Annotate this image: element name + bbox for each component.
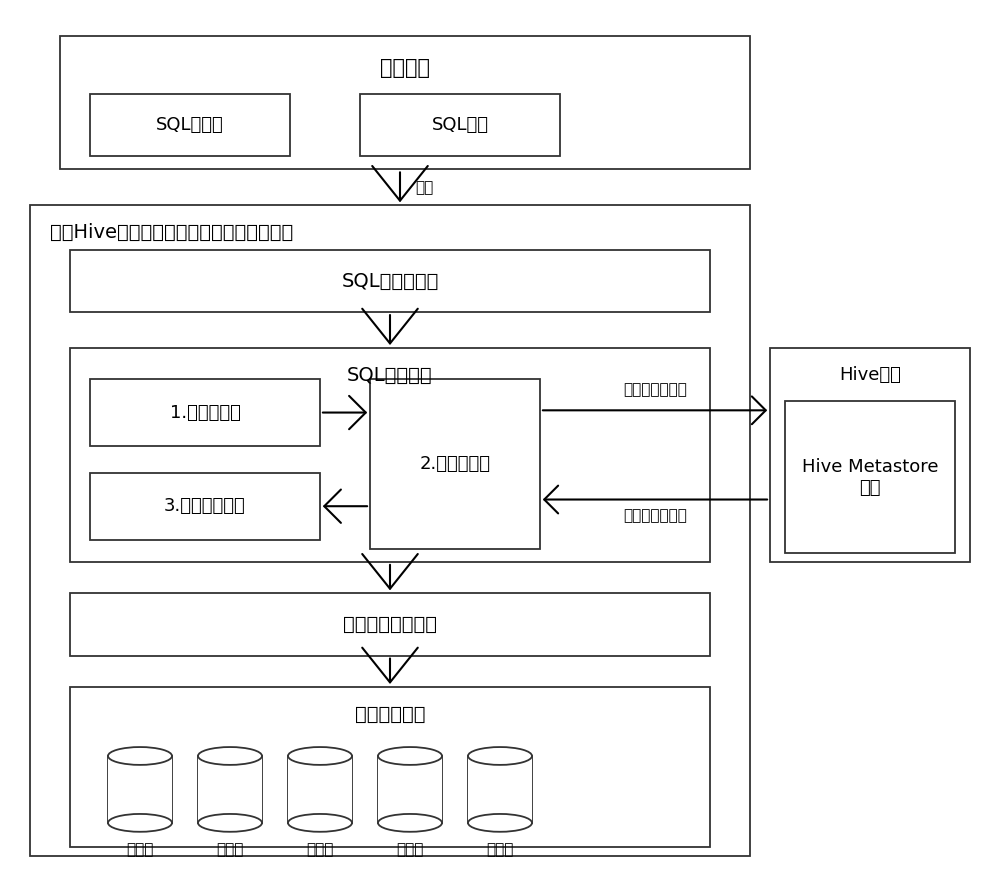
Text: SQL字符串: SQL字符串	[156, 116, 224, 134]
Ellipse shape	[288, 814, 352, 831]
Bar	[70, 250, 710, 312]
Ellipse shape	[198, 814, 262, 831]
Bar	[198, 756, 262, 822]
Bar	[288, 756, 352, 822]
Bar	[360, 94, 560, 156]
Bar	[90, 379, 320, 446]
Ellipse shape	[108, 814, 172, 831]
Bar	[70, 593, 710, 656]
Ellipse shape	[378, 747, 442, 765]
Text: 数据库: 数据库	[216, 842, 244, 857]
Text: 3.生成执行计划: 3.生成执行计划	[164, 497, 246, 516]
Bar	[70, 348, 710, 562]
Text: 数据库: 数据库	[306, 842, 334, 857]
Text: 数据存储模块: 数据存储模块	[355, 705, 425, 723]
Ellipse shape	[378, 814, 442, 831]
Text: Hive Metastore
服务: Hive Metastore 服务	[802, 458, 938, 497]
Text: 元数据信息请求: 元数据信息请求	[623, 382, 687, 397]
Text: SQL解析模块: SQL解析模块	[347, 366, 433, 384]
Text: 返回元数据信息: 返回元数据信息	[623, 508, 687, 524]
Ellipse shape	[108, 747, 172, 765]
Text: 1.语法树解析: 1.语法树解析	[170, 403, 240, 422]
Ellipse shape	[468, 747, 532, 765]
Bar	[60, 36, 750, 169]
Ellipse shape	[198, 747, 262, 765]
Text: Hive集群: Hive集群	[839, 366, 901, 384]
Bar	[378, 756, 442, 822]
Text: 数据库: 数据库	[396, 842, 424, 857]
Text: SQL脚本: SQL脚本	[432, 116, 488, 134]
Text: 基于Hive数据仓库的数据列级血缘处理系统: 基于Hive数据仓库的数据列级血缘处理系统	[50, 223, 293, 242]
Bar	[90, 94, 290, 156]
Bar	[70, 687, 710, 847]
Text: 用户输入: 用户输入	[380, 58, 430, 78]
Bar	[468, 756, 532, 822]
Bar	[785, 401, 955, 553]
Text: 传输: 传输	[415, 180, 433, 194]
Bar	[770, 348, 970, 562]
Text: 数据库: 数据库	[486, 842, 514, 857]
Ellipse shape	[288, 747, 352, 765]
Bar	[90, 473, 320, 540]
Bar	[108, 756, 172, 822]
Text: 2.生成解析树: 2.生成解析树	[420, 455, 490, 473]
Bar	[30, 205, 750, 856]
Text: SQL预处理模块: SQL预处理模块	[341, 271, 439, 291]
Text: 数据血缘解析模块: 数据血缘解析模块	[343, 615, 437, 634]
Bar	[370, 379, 540, 549]
Text: 数据库: 数据库	[126, 842, 154, 857]
Ellipse shape	[468, 814, 532, 831]
